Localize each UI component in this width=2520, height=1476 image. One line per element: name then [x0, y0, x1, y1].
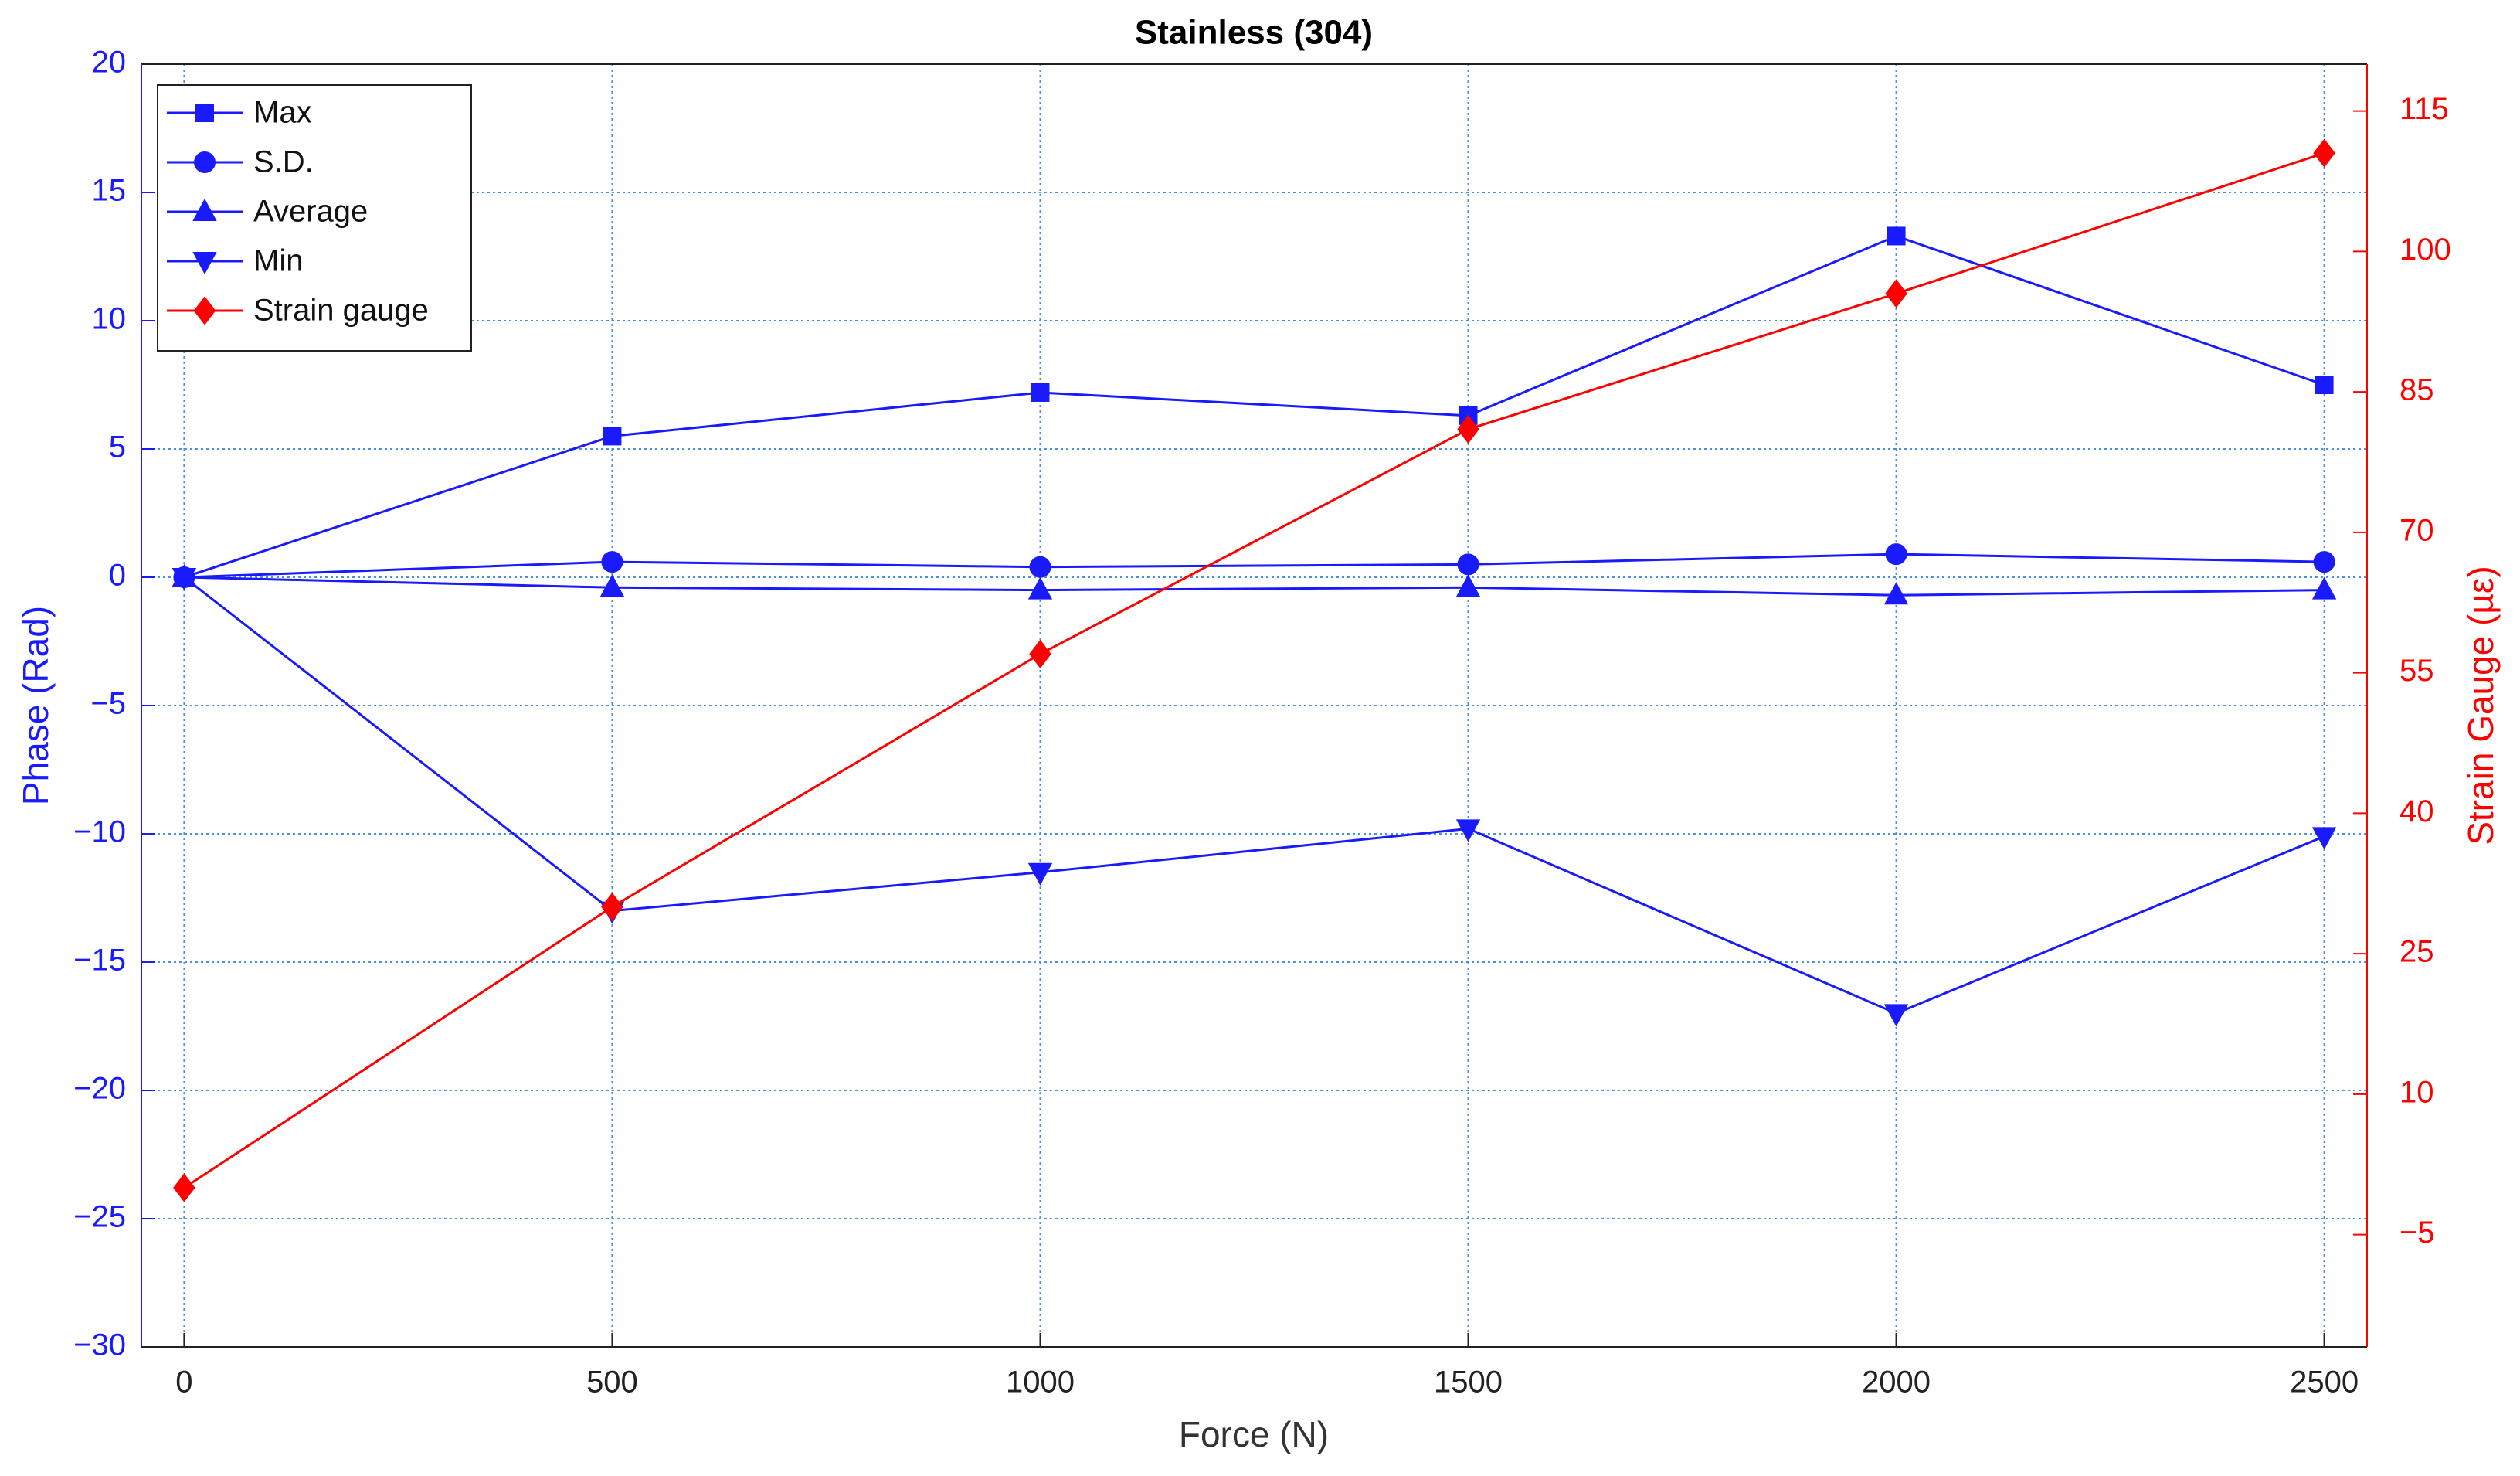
legend-label: Min: [253, 244, 303, 278]
marker: [1457, 553, 1479, 576]
x-axis-label: Force (N): [1179, 1414, 1329, 1454]
y-tick-label: 0: [109, 559, 126, 593]
y-tick-label: −5: [90, 687, 126, 721]
y-axis-label: Phase (Rad): [15, 606, 56, 805]
y2-tick-label: 100: [2399, 233, 2451, 267]
marker: [1455, 574, 1481, 597]
x-tick-label: 2500: [2290, 1365, 2359, 1399]
legend-marker: [192, 198, 217, 221]
legend-label: S.D.: [253, 145, 314, 179]
series-line: [183, 234, 2325, 579]
y2-tick-label: 10: [2399, 1075, 2434, 1109]
legend-label: Strain gauge: [253, 294, 429, 328]
y2-tick-label: 115: [2399, 92, 2449, 126]
marker: [1457, 414, 1479, 444]
x-tick-label: 500: [586, 1365, 638, 1399]
marker: [601, 892, 623, 922]
marker: [2313, 138, 2335, 168]
y2-tick-label: 55: [2399, 654, 2434, 688]
legend: Max S.D. Average Min Strain gauge: [157, 84, 472, 352]
x-tick-label: 1500: [1434, 1365, 1503, 1399]
marker: [1027, 862, 1053, 886]
marker: [601, 551, 623, 573]
marker: [173, 1173, 195, 1202]
y-tick-label: 20: [92, 46, 127, 80]
marker: [1883, 1004, 1909, 1027]
y2-tick-label: 40: [2399, 794, 2434, 828]
legend-marker: [194, 151, 216, 173]
y-tick-label: −25: [73, 1200, 126, 1234]
marker: [599, 574, 625, 597]
marker: [1027, 576, 1053, 600]
legend-marker: [193, 296, 216, 325]
marker: [1887, 226, 1906, 246]
y-tick-label: 10: [92, 302, 127, 336]
y2-tick-label: 85: [2399, 373, 2434, 407]
x-tick-label: 2000: [1862, 1365, 1931, 1399]
marker: [172, 568, 197, 591]
marker: [1885, 543, 1907, 566]
y2-tick-label: −5: [2399, 1216, 2435, 1250]
series-line: [183, 576, 2325, 1015]
legend-marker: [192, 252, 217, 275]
y-tick-label: −15: [73, 944, 126, 978]
marker: [1031, 383, 1050, 402]
marker: [603, 427, 622, 446]
marker: [1885, 279, 1907, 308]
chart-title: Stainless (304): [1135, 14, 1373, 52]
marker: [2311, 576, 2337, 600]
marker: [2313, 551, 2335, 573]
legend-label: Average: [253, 195, 368, 229]
y-tick-label: 5: [109, 430, 126, 464]
marker: [1455, 819, 1481, 842]
legend-label: Max: [253, 96, 312, 130]
marker: [1029, 639, 1051, 669]
y2-tick-label: 25: [2399, 935, 2434, 969]
x-tick-label: 1000: [1006, 1365, 1075, 1399]
marker: [2315, 376, 2334, 394]
y2-tick-label: 70: [2399, 513, 2434, 547]
marker: [2311, 827, 2337, 850]
series-line: [183, 151, 2325, 1189]
legend-marker: [195, 104, 214, 122]
x-tick-label: 0: [175, 1365, 192, 1399]
series-line: [184, 553, 2325, 579]
marker: [1883, 582, 1909, 605]
y-tick-label: −30: [73, 1328, 126, 1362]
y-tick-label: 15: [92, 174, 127, 208]
marker: [1029, 556, 1051, 578]
y-tick-label: −10: [73, 815, 126, 849]
y-tick-label: −20: [73, 1072, 126, 1106]
series-line: [184, 576, 2325, 597]
y2-axis-label: Strain Gauge (µε): [2461, 566, 2501, 845]
